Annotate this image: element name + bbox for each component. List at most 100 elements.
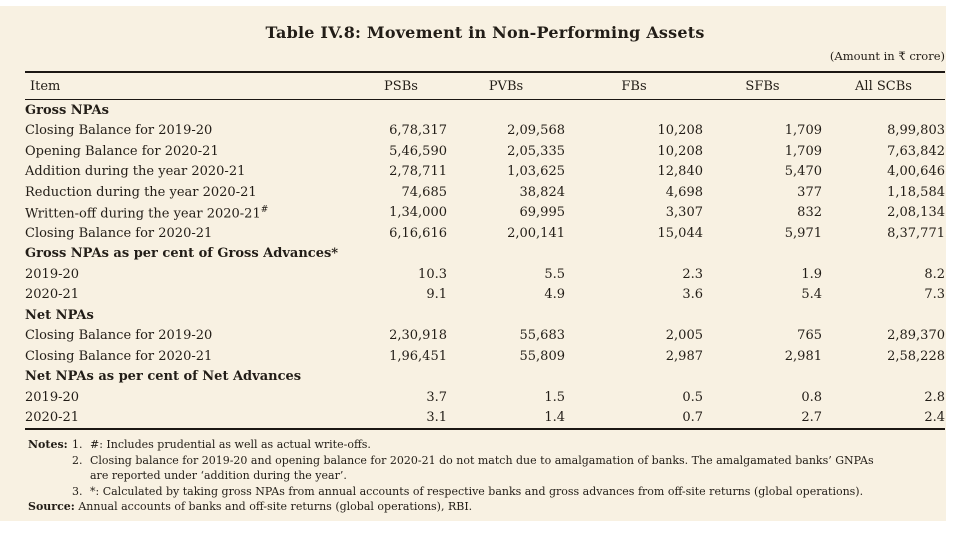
note-line: Notes: 1. #: Includes prudential as well… <box>28 437 945 453</box>
table-cell: 4,00,646 <box>887 164 945 180</box>
table-cell: 2.7 <box>801 410 822 426</box>
source-line: Source: Annual accounts of banks and off… <box>28 499 945 515</box>
table-cell: 1,96,451 <box>389 348 447 364</box>
table-cell: 15,044 <box>657 225 704 241</box>
source-label: Source: <box>28 500 75 513</box>
table-cell: 7.3 <box>924 287 945 303</box>
section-label: Gross NPAs as per cent of Gross Advances… <box>25 246 339 262</box>
report-page: Table IV.8: Movement in Non-Performing A… <box>0 6 946 521</box>
table-row: Closing Balance for 2019-20 6,78,317 2,0… <box>25 121 945 142</box>
table-cell: 1,03,625 <box>507 164 565 180</box>
table-row: Closing Balance for 2020-21 1,96,451 55,… <box>25 346 945 367</box>
table-cell: 2,30,918 <box>389 328 447 344</box>
table-cell: 2,005 <box>665 328 703 344</box>
table-cell: 8.2 <box>924 266 945 282</box>
section-row: Gross NPAs <box>25 100 945 121</box>
table-cell: 0.8 <box>801 389 822 405</box>
row-label: Written-off during the year 2020-21# <box>25 203 355 224</box>
row-label: Closing Balance for 2019-20 <box>25 123 213 139</box>
table-cell: 5,46,590 <box>389 143 447 159</box>
column-header-fbs: FBs <box>565 72 703 100</box>
table-row: 2020-21 9.1 4.9 3.6 5.4 7.3 <box>25 285 945 306</box>
table-cell: 4,698 <box>665 184 703 200</box>
section-label: Net NPAs as per cent of Net Advances <box>25 369 302 385</box>
table-row: Closing Balance for 2019-20 2,30,918 55,… <box>25 326 945 347</box>
section-row: Net NPAs as per cent of Net Advances <box>25 367 945 388</box>
row-label: Closing Balance for 2020-21 <box>25 348 213 364</box>
table-cell: 6,78,317 <box>389 123 447 139</box>
table-cell: 3.1 <box>426 410 447 426</box>
table-cell: 2,78,711 <box>389 164 447 180</box>
table-cell: 1,18,584 <box>887 184 945 200</box>
footnote-marker: # <box>260 204 269 215</box>
note-number: 3. <box>72 484 83 498</box>
section-row: Net NPAs <box>25 305 945 326</box>
section-row: Gross NPAs as per cent of Gross Advances… <box>25 244 945 265</box>
table-cell: 7,63,842 <box>887 143 945 159</box>
table-cell: 832 <box>797 205 822 221</box>
column-header-sfbs: SFBs <box>703 72 822 100</box>
table-cell: 1,709 <box>784 123 822 139</box>
section-label: Net NPAs <box>25 307 94 323</box>
table-cell: 69,995 <box>519 205 566 221</box>
table-cell: 5,470 <box>784 164 822 180</box>
table-cell: 2,05,335 <box>507 143 565 159</box>
column-header-psbs: PSBs <box>355 72 447 100</box>
table-cell: 5.4 <box>801 287 822 303</box>
table-cell: 2,981 <box>784 348 822 364</box>
table-row: 2019-20 10.3 5.5 2.3 1.9 8.2 <box>25 264 945 285</box>
note-number: 1. <box>72 438 83 451</box>
table-cell: 1.5 <box>544 389 565 405</box>
table-cell: 1.9 <box>801 266 822 282</box>
table-cell: 8,37,771 <box>887 225 945 241</box>
notes-label: Notes: <box>28 438 68 451</box>
table-cell: 12,840 <box>657 164 704 180</box>
table-cell: 3.7 <box>426 389 447 405</box>
row-label: Closing Balance for 2019-20 <box>25 328 213 344</box>
table-row: Reduction during the year 2020-21 74,685… <box>25 182 945 203</box>
table-row: Opening Balance for 2020-21 5,46,590 2,0… <box>25 141 945 162</box>
table-title: Table IV.8: Movement in Non-Performing A… <box>265 23 705 42</box>
table-cell: 55,809 <box>519 348 566 364</box>
table-cell: 3,307 <box>665 205 703 221</box>
note-text-line: are reported under ‘addition during the … <box>90 469 347 482</box>
note-number: 2. <box>72 453 83 467</box>
table-cell: 2,58,228 <box>887 348 945 364</box>
table-cell: 2.8 <box>924 389 945 405</box>
table-cell: 9.1 <box>426 287 447 303</box>
note-line: 2. Closing balance for 2019-20 and openi… <box>28 453 945 484</box>
table-cell: 10,208 <box>657 143 704 159</box>
note-line: 3. *: Calculated by taking gross NPAs fr… <box>28 484 945 500</box>
table-block: Table IV.8: Movement in Non-Performing A… <box>25 6 945 515</box>
note-text: #: Includes prudential as well as actual… <box>90 438 371 451</box>
notes-block: Notes: 1. #: Includes prudential as well… <box>28 437 945 515</box>
table-row: 2020-21 3.1 1.4 0.7 2.7 2.4 <box>25 408 945 430</box>
table-row: Addition during the year 2020-21 2,78,71… <box>25 162 945 183</box>
row-label: 2019-20 <box>25 266 80 282</box>
column-header-item: Item <box>25 72 355 100</box>
row-label-text: Written-off during the year 2020-21 <box>25 205 261 221</box>
column-header-pvbs: PVBs <box>447 72 565 100</box>
table-cell: 1.4 <box>544 410 565 426</box>
section-label: Gross NPAs <box>25 102 109 118</box>
table-cell: 10.3 <box>418 266 447 282</box>
row-label: Opening Balance for 2020-21 <box>25 143 219 159</box>
header-row: Item PSBs PVBs FBs SFBs All SCBs <box>25 72 945 100</box>
table-cell: 5,971 <box>784 225 822 241</box>
table-row: Written-off during the year 2020-21# 1,3… <box>25 203 945 224</box>
table-cell: 8,99,803 <box>887 123 945 139</box>
table-cell: 74,685 <box>401 184 448 200</box>
npa-table: Item PSBs PVBs FBs SFBs All SCBs Gross N… <box>25 71 945 430</box>
note-text: Closing balance for 2019-20 and opening … <box>90 453 945 484</box>
table-cell: 10,208 <box>657 123 704 139</box>
table-cell: 55,683 <box>519 328 566 344</box>
table-cell: 2,08,134 <box>887 205 945 221</box>
column-header-all-scbs: All SCBs <box>822 72 945 100</box>
table-cell: 2.4 <box>924 410 945 426</box>
note-text: *: Calculated by taking gross NPAs from … <box>90 484 864 498</box>
table-cell: 765 <box>797 328 822 344</box>
row-label: Reduction during the year 2020-21 <box>25 184 257 200</box>
table-cell: 38,824 <box>519 184 566 200</box>
table-cell: 0.5 <box>682 389 703 405</box>
row-label: 2020-21 <box>25 410 80 426</box>
